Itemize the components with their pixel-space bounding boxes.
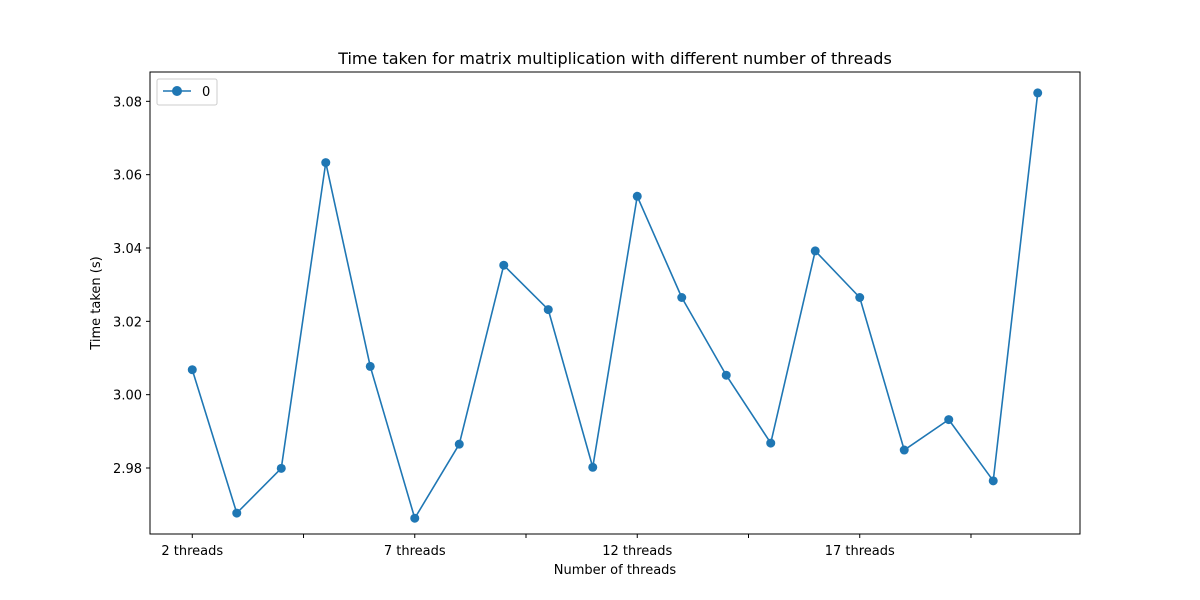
legend-label: 0 bbox=[202, 85, 210, 100]
y-tick-label: 3.02 bbox=[113, 315, 142, 330]
x-tick-label: 17 threads bbox=[825, 544, 895, 559]
data-point bbox=[855, 293, 865, 302]
data-point bbox=[232, 508, 242, 518]
data-point bbox=[410, 513, 420, 523]
y-axis-label: Time taken (s) bbox=[89, 256, 104, 350]
x-tick-label: 7 threads bbox=[384, 544, 446, 559]
y-tick-label: 3.06 bbox=[113, 169, 142, 184]
data-point bbox=[1033, 88, 1043, 98]
data-point bbox=[632, 191, 642, 201]
y-tick-label: 3.08 bbox=[113, 95, 142, 110]
legend-marker-swatch bbox=[172, 86, 182, 96]
data-point bbox=[810, 246, 820, 256]
data-point bbox=[588, 462, 598, 472]
axes-frame bbox=[149, 71, 1081, 535]
data-point bbox=[899, 445, 909, 455]
x-axis-label: Number of threads bbox=[554, 563, 677, 578]
series-line bbox=[191, 92, 1039, 520]
data-point bbox=[543, 305, 553, 315]
x-tick-label: 2 threads bbox=[161, 544, 223, 559]
data-point bbox=[365, 361, 375, 371]
y-tick-label: 3.04 bbox=[113, 242, 142, 257]
legend-box bbox=[156, 78, 218, 106]
data-point bbox=[677, 293, 687, 302]
data-point bbox=[321, 158, 331, 168]
data-point bbox=[276, 463, 286, 473]
data-point bbox=[187, 365, 197, 375]
data-point bbox=[988, 476, 998, 486]
y-tick-label: 2.98 bbox=[113, 462, 142, 477]
data-point bbox=[766, 438, 776, 448]
data-point bbox=[721, 370, 731, 380]
data-point bbox=[944, 415, 954, 425]
legend: 0 bbox=[156, 78, 218, 106]
y-tick-label: 3.00 bbox=[113, 389, 142, 404]
plot-area: 2.98 3.00 3.02 3.04 3.06 3.08 2 threads 7 threa… bbox=[113, 71, 1081, 559]
data-point bbox=[454, 439, 464, 449]
data-point bbox=[499, 260, 509, 270]
chart-title: Time taken for matrix multiplication wit… bbox=[337, 49, 892, 68]
x-tick-label: 12 threads bbox=[602, 544, 672, 559]
